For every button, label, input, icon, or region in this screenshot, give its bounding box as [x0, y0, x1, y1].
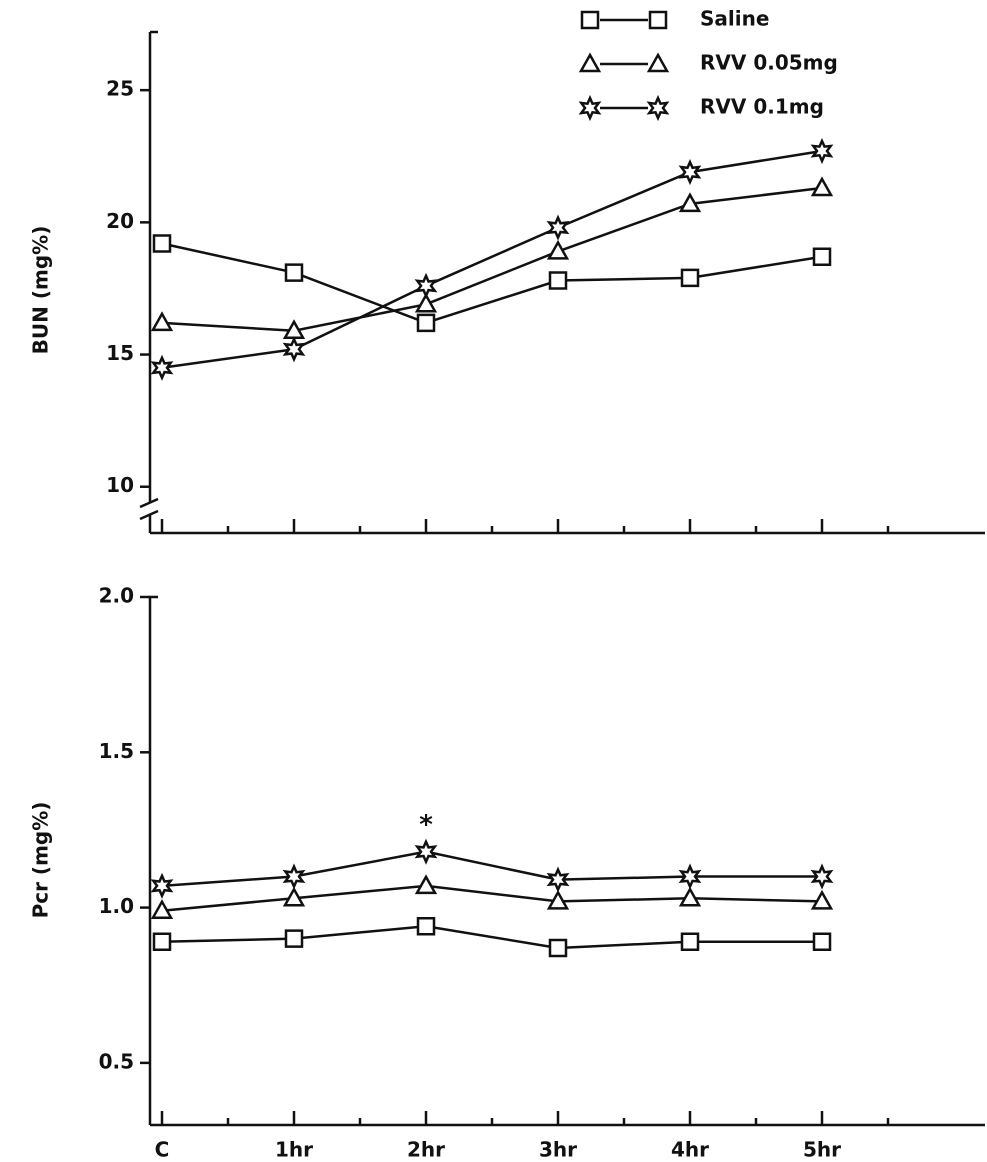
- y-tick-label: 20: [106, 209, 134, 233]
- marker: [152, 234, 172, 253]
- marker: [810, 137, 834, 165]
- y-tick-label: 1.5: [99, 739, 134, 763]
- x-tick-label: 4hr: [671, 1138, 709, 1162]
- legend-marker: [648, 10, 668, 30]
- y-tick-label: 0.5: [99, 1049, 134, 1073]
- marker: [548, 938, 568, 958]
- series-line: [161, 850, 822, 888]
- marker: [414, 838, 438, 865]
- marker: [810, 176, 834, 197]
- series-line: [161, 186, 823, 333]
- y-tick-label: 1.0: [99, 894, 134, 918]
- legend-marker: [580, 10, 600, 30]
- marker: [678, 886, 702, 907]
- legend-marker: [646, 52, 670, 73]
- marker: [152, 932, 172, 952]
- y-axis-label: BUN (mg%): [29, 226, 53, 355]
- marker: [150, 899, 174, 919]
- series-line: [161, 924, 822, 950]
- marker: [282, 863, 306, 890]
- marker: [546, 866, 570, 893]
- marker: [546, 889, 570, 910]
- legend-marker: [646, 94, 670, 122]
- marker: [284, 929, 304, 948]
- marker: [416, 313, 436, 333]
- x-tick-label: 3hr: [539, 1138, 577, 1162]
- marker: [416, 916, 436, 936]
- marker: [414, 292, 438, 313]
- marker: [284, 263, 304, 282]
- y-tick-label: 25: [106, 77, 134, 101]
- marker: [678, 192, 702, 213]
- y-axis: [148, 595, 158, 1125]
- annotation: *: [419, 810, 433, 840]
- marker: [546, 239, 570, 260]
- y-axis-label: Pcr (mg%): [29, 802, 53, 919]
- series-line: [161, 149, 823, 370]
- marker: [678, 863, 702, 890]
- legend-label: RVV 0.05mg: [700, 51, 838, 75]
- marker: [150, 311, 174, 332]
- marker: [282, 886, 306, 907]
- x-tick-label: C: [155, 1138, 170, 1162]
- x-tick-label: 1hr: [275, 1138, 313, 1162]
- marker: [548, 271, 568, 290]
- legend-marker: [578, 94, 602, 122]
- marker: [414, 272, 438, 299]
- marker: [812, 932, 832, 952]
- marker: [414, 874, 438, 895]
- series-line: [161, 242, 823, 325]
- legend-label: RVV 0.1mg: [700, 95, 824, 119]
- y-axis: [148, 30, 158, 533]
- marker: [678, 158, 702, 186]
- marker: [680, 268, 700, 288]
- marker: [150, 872, 174, 899]
- y-tick-label: 10: [106, 473, 134, 497]
- marker: [680, 932, 700, 952]
- legend-label: Saline: [700, 7, 769, 31]
- marker: [150, 354, 174, 381]
- axis-break: [139, 497, 159, 521]
- marker: [546, 214, 570, 241]
- x-tick-label: 5hr: [803, 1138, 841, 1162]
- x-tick-label: 2hr: [407, 1138, 445, 1162]
- y-tick-label: 15: [106, 341, 134, 365]
- marker: [810, 889, 834, 910]
- legend-marker: [578, 52, 602, 73]
- series-line: [161, 884, 823, 912]
- marker: [812, 247, 832, 266]
- y-tick-label: 2.0: [99, 584, 134, 608]
- marker: [810, 863, 834, 890]
- marker: [282, 336, 306, 363]
